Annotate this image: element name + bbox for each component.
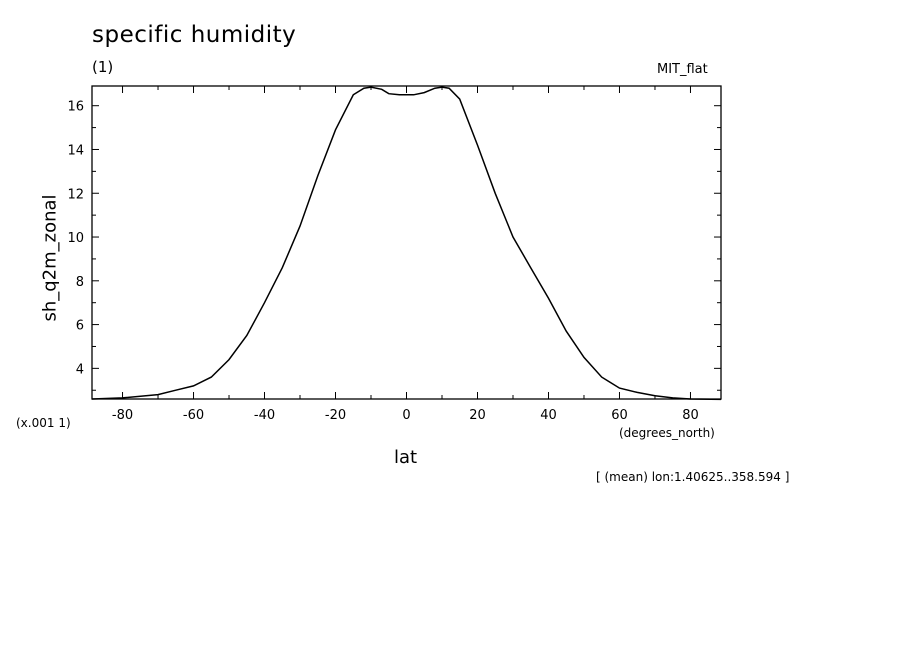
dataset-label: MIT_flat (657, 62, 708, 77)
x-tick-label: -80 (112, 408, 133, 423)
x-tick-label: -40 (254, 408, 275, 423)
y-tick-label: 6 (76, 319, 84, 334)
y-scale-note: (x.001 1) (16, 416, 71, 430)
x-axis-label: lat (394, 447, 418, 468)
series-line (91, 86, 722, 401)
y-tick-label: 4 (76, 362, 84, 377)
chart-title: specific humidity (92, 22, 297, 48)
x-tick-label: 40 (540, 408, 557, 423)
x-tick-label: 20 (469, 408, 486, 423)
tick-labels: -80 -60 -40 -20 0 20 40 60 80 4 6 8 10 12 14 16 (67, 100, 698, 423)
tick-marks (92, 86, 721, 399)
y-tick-label: 10 (67, 231, 84, 246)
y-tick-label: 8 (76, 275, 84, 290)
y-tick-label: 14 (67, 143, 84, 158)
x-tick-label: 60 (611, 408, 628, 423)
chart-units: (1) (92, 58, 114, 76)
x-tick-label: 80 (682, 408, 699, 423)
plot-frame (91, 85, 722, 400)
x-tick-label: -60 (183, 408, 204, 423)
x-axis-units: (degrees_north) (619, 426, 715, 440)
x-tick-label: -20 (325, 408, 346, 423)
y-tick-label: 12 (67, 187, 84, 202)
y-tick-label: 16 (67, 100, 84, 115)
x-tick-label: 0 (402, 408, 410, 423)
subset-note: [ (mean) lon:1.40625..358.594 ] (596, 470, 790, 484)
